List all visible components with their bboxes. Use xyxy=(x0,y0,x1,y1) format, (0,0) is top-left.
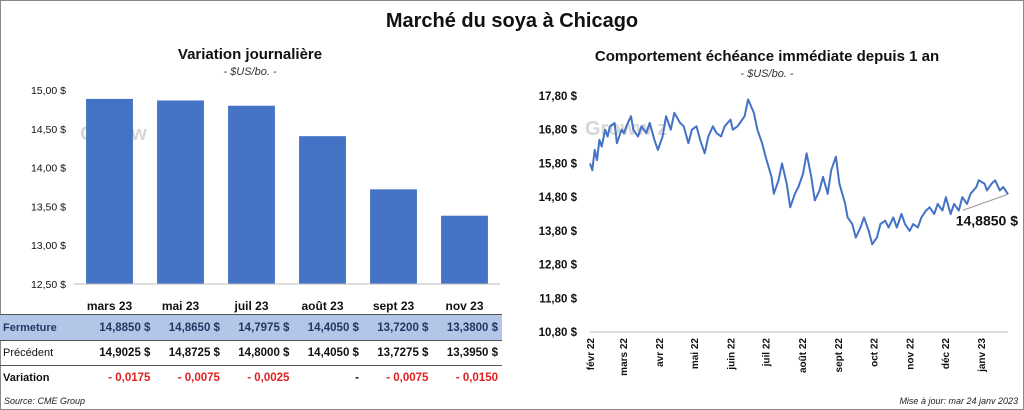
cell-precedent-nov23: 13,3950 $ xyxy=(446,347,498,359)
bar-ytick-label: 13,00 $ xyxy=(31,240,66,252)
line-ytick-label: 15,80 $ xyxy=(539,158,578,170)
last-value-label: 14,8850 $ xyxy=(956,212,1018,228)
bar-category-label: mai 23 xyxy=(162,299,200,313)
cell-fermeture-aout23: 14,4050 $ xyxy=(293,314,363,341)
cell-variation-aout23: - xyxy=(355,372,359,384)
line-panel-title: Comportement échéance immédiate depuis 1… xyxy=(594,48,940,65)
bar-category-label: sept 23 xyxy=(373,299,415,313)
bar-category-label: juil 23 xyxy=(233,299,268,313)
cell-variation-mars23: - 0,0175 xyxy=(108,372,151,384)
line-xtick-label: févr 22 xyxy=(586,338,597,371)
line-xtick-label: avr 22 xyxy=(655,338,666,367)
cell-precedent-juil23: 14,8000 $ xyxy=(238,347,290,359)
line-ytick-label: 17,80 $ xyxy=(539,91,578,103)
line-ytick-label: 16,80 $ xyxy=(539,125,578,137)
row-label-fermeture: Fermeture xyxy=(0,314,85,341)
line-ytick-label: 13,80 $ xyxy=(539,226,578,238)
bar-juil-23 xyxy=(228,105,275,285)
bar-panel-subtitle: - $US/bo. - xyxy=(223,66,277,78)
cell-variation-nov23: - 0,0150 xyxy=(455,372,498,384)
cell-variation-mai23: - 0,0075 xyxy=(177,372,220,384)
bar-category-label: nov 23 xyxy=(445,299,483,313)
bar-ytick-label: 13,50 $ xyxy=(31,201,66,213)
bar-ytick-label: 12,50 $ xyxy=(31,279,66,291)
bar-août-23 xyxy=(299,136,346,284)
update-note: Mise à jour: mar 24 janv 2023 xyxy=(899,396,1018,406)
bar-category-label: mars 23 xyxy=(87,299,133,313)
bar-ytick-label: 14,50 $ xyxy=(31,124,66,136)
price-table: Fermeture 14,8850 $ 14,8650 $ 14,7975 $ … xyxy=(0,314,502,390)
cell-fermeture-mars23: 14,8850 $ xyxy=(84,314,155,341)
cell-fermeture-sept23: 13,7200 $ xyxy=(362,314,433,341)
line-xtick-label: sept 22 xyxy=(834,338,845,373)
cell-fermeture-mai23: 14,8650 $ xyxy=(154,314,224,341)
price-line-series xyxy=(589,98,1009,246)
row-label-variation: Variation xyxy=(3,372,50,384)
bar-sept-23 xyxy=(370,189,417,284)
line-chart: Groww z10,80 $11,80 $12,80 $13,80 $14,80… xyxy=(539,91,1019,376)
line-ytick-label: 12,80 $ xyxy=(539,260,578,272)
table-row-fermeture: Fermeture 14,8850 $ 14,8650 $ 14,7975 $ … xyxy=(0,314,502,341)
row-label-precedent: Précédent xyxy=(3,347,54,359)
bar-ytick-label: 14,00 $ xyxy=(31,163,66,175)
line-ytick-label: 10,80 $ xyxy=(539,327,578,339)
table-row-precedent: Précédent 14,9025 $ 14,8725 $ 14,8000 $ … xyxy=(0,341,502,366)
line-xtick-label: déc 22 xyxy=(941,338,952,370)
last-value-leader xyxy=(962,193,1009,211)
cell-variation-juil23: - 0,0025 xyxy=(247,372,290,384)
cell-precedent-aout23: 14,4050 $ xyxy=(307,347,359,359)
cell-precedent-mai23: 14,8725 $ xyxy=(168,347,220,359)
line-panel-subtitle: - $US/bo. - xyxy=(740,68,794,80)
bar-category-label: août 23 xyxy=(301,299,343,313)
bar-ytick-label: 15,00 $ xyxy=(31,85,66,97)
cell-fermeture-nov23: 13,3800 $ xyxy=(432,314,502,341)
cell-precedent-sept23: 13,7275 $ xyxy=(377,347,429,359)
source-note: Source: CME Group xyxy=(4,396,86,406)
line-xtick-label: août 22 xyxy=(798,338,809,373)
line-ytick-label: 11,80 $ xyxy=(539,293,577,305)
table-row-variation: Variation - 0,0175 - 0,0075 - 0,0025 - -… xyxy=(0,366,502,391)
line-xtick-label: janv 23 xyxy=(977,338,988,373)
line-xtick-label: nov 22 xyxy=(906,338,917,370)
cell-fermeture-juil23: 14,7975 $ xyxy=(223,314,294,341)
bar-panel-title: Variation journalière xyxy=(177,46,323,63)
line-ytick-label: 14,80 $ xyxy=(539,192,578,204)
line-xtick-label: oct 22 xyxy=(869,338,880,367)
bar-nov-23 xyxy=(441,215,488,284)
line-xtick-label: mars 22 xyxy=(619,338,630,376)
line-xtick-label: mai 22 xyxy=(690,338,701,370)
line-xtick-label: juil 22 xyxy=(762,338,773,368)
bar-mai-23 xyxy=(157,100,204,284)
bar-mars-23 xyxy=(86,98,133,284)
cell-variation-sept23: - 0,0075 xyxy=(386,372,429,384)
bar-chart: Groww12,50 $13,00 $13,50 $14,00 $14,50 $… xyxy=(31,85,500,313)
dashboard-title: Marché du soya à Chicago xyxy=(385,10,639,32)
line-xtick-label: juin 22 xyxy=(727,338,738,371)
cell-precedent-mars23: 14,9025 $ xyxy=(99,347,151,359)
